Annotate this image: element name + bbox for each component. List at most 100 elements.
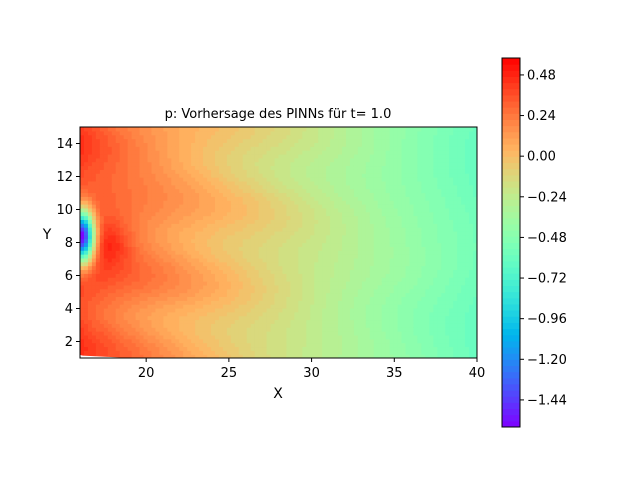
contour-cell xyxy=(282,331,288,336)
contour-cell xyxy=(365,269,371,274)
contour-cell xyxy=(298,150,303,155)
contour-cell xyxy=(87,269,93,274)
contour-cell xyxy=(119,238,125,244)
contour-cell xyxy=(365,323,371,328)
contour-cell xyxy=(159,250,164,255)
contour-cell xyxy=(211,161,216,167)
contour-cell xyxy=(238,334,244,340)
contour-cell xyxy=(286,227,292,232)
contour-cell xyxy=(389,350,395,355)
contour-cell xyxy=(131,250,137,255)
contour-cell xyxy=(222,265,228,271)
contour-cell xyxy=(107,284,113,290)
contour-cell xyxy=(377,350,383,355)
contour-cell xyxy=(262,250,268,255)
contour-cell xyxy=(385,342,391,348)
contour-cell xyxy=(151,219,157,224)
contour-cell xyxy=(258,350,264,355)
contour-cell xyxy=(139,319,145,324)
contour-cell xyxy=(342,350,347,355)
contour-cell xyxy=(246,169,252,174)
contour-cell xyxy=(143,234,149,240)
contour-cell xyxy=(270,323,276,328)
contour-cell xyxy=(143,350,149,355)
contour-cell xyxy=(143,354,149,358)
contour-cell xyxy=(230,238,236,244)
contour-cell xyxy=(242,304,248,309)
contour-cell xyxy=(195,327,200,332)
contour-cell xyxy=(163,165,168,170)
contour-cell xyxy=(266,153,272,159)
contour-cell xyxy=(167,130,172,136)
contour-cell xyxy=(349,342,355,348)
contour-cell xyxy=(334,230,339,236)
contour-cell xyxy=(115,223,121,228)
contour-cell xyxy=(397,188,403,194)
contour-cell xyxy=(179,350,184,355)
contour-cell xyxy=(191,323,196,328)
contour-cell xyxy=(262,296,268,301)
contour-cell xyxy=(369,296,375,301)
contour-cell xyxy=(167,138,172,143)
contour-cell xyxy=(175,273,180,278)
contour-cell xyxy=(326,277,331,282)
contour-cell xyxy=(80,277,85,282)
contour-cell xyxy=(294,315,299,321)
contour-cell xyxy=(318,254,323,259)
contour-cell xyxy=(338,238,343,244)
contour-cell xyxy=(322,196,327,201)
contour-cell xyxy=(314,296,319,301)
contour-cell xyxy=(191,292,196,297)
contour-cell xyxy=(377,138,383,143)
contour-cell xyxy=(345,180,351,186)
contour-cell xyxy=(234,296,240,301)
contour-cell xyxy=(111,204,117,209)
contour-cell xyxy=(187,192,192,197)
contour-cell xyxy=(298,296,303,301)
contour-cell xyxy=(99,161,105,167)
contour-cell xyxy=(175,138,180,143)
contour-cell xyxy=(294,265,299,271)
contour-cell xyxy=(278,281,284,286)
contour-cell xyxy=(242,161,248,167)
contour-cell xyxy=(163,250,168,255)
contour-cell xyxy=(191,157,196,163)
contour-cell xyxy=(330,354,335,358)
contour-cell xyxy=(119,223,125,228)
contour-cell xyxy=(80,288,85,294)
contour-cell xyxy=(207,273,212,278)
contour-cell xyxy=(290,161,295,167)
contour-cell xyxy=(214,196,220,201)
contour-cell xyxy=(99,346,105,351)
contour-cell xyxy=(274,204,280,209)
contour-cell xyxy=(159,277,164,282)
contour-cell xyxy=(131,127,137,132)
contour-cell xyxy=(242,292,248,297)
contour-cell xyxy=(226,319,232,324)
contour-cell xyxy=(159,157,164,163)
contour-cell xyxy=(365,211,371,217)
contour-cell xyxy=(230,177,236,182)
contour-cell xyxy=(345,350,351,355)
contour-cell xyxy=(167,157,172,163)
contour-cell xyxy=(369,169,375,174)
contour-cell xyxy=(131,269,137,274)
contour-cell xyxy=(226,246,232,251)
contour-cell xyxy=(274,192,280,197)
contour-cell xyxy=(282,257,288,263)
contour-cell xyxy=(203,257,208,263)
contour-cell xyxy=(357,173,363,178)
contour-cell xyxy=(334,334,339,340)
contour-cell xyxy=(139,242,145,247)
contour-cell xyxy=(167,215,172,220)
contour-cell xyxy=(167,304,172,309)
contour-cell xyxy=(345,165,351,170)
contour-cell xyxy=(83,350,89,355)
contour-cell xyxy=(195,138,200,143)
contour-cell xyxy=(377,127,383,132)
contour-cell xyxy=(203,354,208,358)
contour-cell xyxy=(214,134,220,140)
contour-cell xyxy=(203,350,208,355)
contour-cell xyxy=(254,169,260,174)
contour-cell xyxy=(147,200,153,205)
